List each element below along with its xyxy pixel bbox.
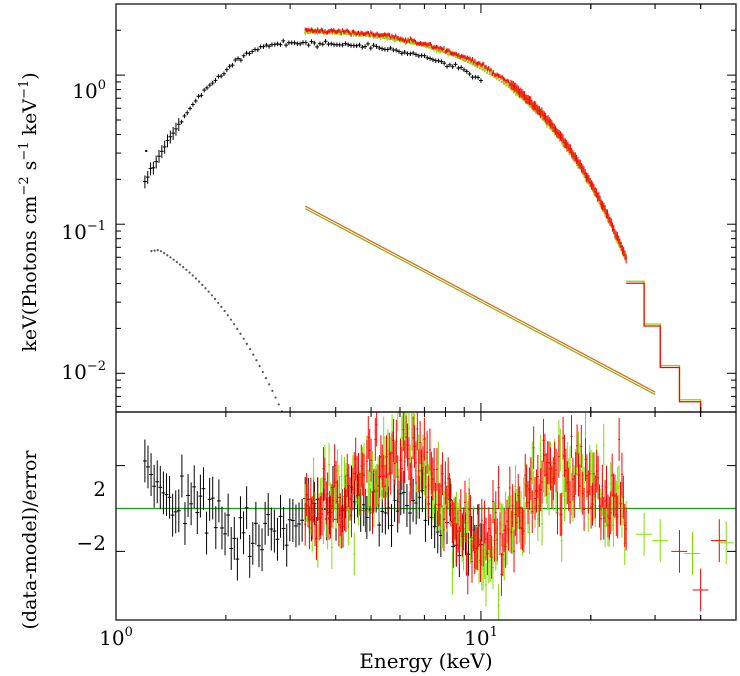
- thermal-component-point: [478, 67, 481, 70]
- soft-component-point: [150, 250, 153, 253]
- thermal-component-point: [476, 65, 479, 69]
- residual-ytick-label-2: 2: [93, 477, 106, 501]
- soft-component-point: [258, 364, 261, 368]
- soft-component-point: [175, 260, 178, 264]
- soft-component-point: [348, 611, 350, 613]
- spectrum-ticks: [115, 3, 737, 412]
- spectrum-panel: 100 10−1 10−2 keV(Photons cm−2 s−1 keV−1…: [17, 3, 737, 638]
- soft-component-point: [191, 274, 194, 277]
- soft-component-point: [217, 301, 220, 304]
- thermal-component-point: [481, 68, 484, 71]
- soft-component-point: [242, 337, 245, 340]
- soft-component-point: [351, 623, 353, 625]
- soft-component-point: [245, 342, 248, 345]
- soft-component-point: [201, 283, 204, 286]
- residual-y-axis-label: (data-model)/error: [19, 450, 41, 630]
- soft-component-point: [300, 457, 302, 459]
- soft-component-point: [210, 294, 213, 297]
- thermal-component-point: [469, 62, 472, 65]
- soft-component-point: [354, 636, 356, 638]
- soft-component-point: [163, 252, 166, 255]
- soft-component-point: [226, 314, 229, 317]
- soft-component-point: [287, 425, 289, 427]
- ytick-label-0.01: 10−2: [61, 359, 106, 384]
- soft-component-point: [153, 249, 156, 252]
- soft-component-point: [341, 587, 343, 589]
- residual-ticks: [115, 412, 737, 620]
- soft-component-point: [271, 389, 274, 392]
- spectrum-frame: [115, 3, 737, 413]
- powerlaw-line-red: [304, 205, 656, 393]
- spectrum-y-tick-labels: 100 10−1 10−2: [61, 78, 106, 384]
- red-step-model: [626, 282, 702, 412]
- soft-component-point: [178, 263, 182, 266]
- soft-component-point: [172, 258, 175, 261]
- soft-component-point: [182, 266, 185, 269]
- xtick-label-10: 101: [464, 625, 498, 650]
- soft-component-point: [169, 256, 172, 259]
- soft-component-point: [261, 370, 264, 374]
- soft-component-point: [268, 383, 271, 386]
- xtick-label-1: 100: [99, 625, 133, 650]
- soft-component-point: [156, 249, 159, 252]
- soft-component-point: [338, 575, 340, 577]
- soft-component-point: [220, 305, 223, 308]
- powerlaw-line-green: [304, 208, 656, 396]
- soft-component-point: [297, 449, 299, 451]
- x-axis-label: Energy (keV): [359, 649, 492, 673]
- soft-component-point: [329, 542, 331, 544]
- residual-plot-area: [116, 412, 736, 620]
- green-step-model: [626, 280, 702, 412]
- soft-component-point: [185, 268, 188, 271]
- black-data-point: [145, 149, 148, 153]
- soft-component-point: [194, 277, 198, 280]
- soft-component-point: [277, 403, 280, 406]
- thermal-component-point: [498, 79, 501, 82]
- soft-component-point: [207, 290, 210, 293]
- soft-component-point: [213, 297, 217, 301]
- soft-component-point: [290, 433, 292, 435]
- thermal-component-point: [488, 72, 491, 76]
- residual-panel: 2 −2 (data-model)/error 100 101 Energy (…: [19, 411, 737, 673]
- residual-ytick-label-minus2: −2: [77, 531, 106, 555]
- soft-component-point: [248, 348, 252, 351]
- soft-component-point: [166, 254, 169, 257]
- soft-component-point: [344, 598, 346, 600]
- thermal-component-point: [503, 82, 506, 85]
- soft-component-point: [159, 250, 163, 253]
- residual-frame: [115, 411, 737, 621]
- soft-component-point: [255, 359, 258, 362]
- soft-component-point: [335, 564, 337, 566]
- soft-component-point: [239, 332, 242, 335]
- soft-component-point: [229, 318, 233, 321]
- soft-component-point: [204, 287, 207, 290]
- ytick-label-0.1: 10−1: [61, 219, 106, 244]
- soft-component-point: [294, 441, 296, 443]
- soft-component-point: [223, 309, 226, 313]
- spectrum-y-axis-label: keV(Photons cm−2 s−1 keV−1): [17, 72, 41, 351]
- ytick-label-1: 100: [72, 78, 106, 103]
- soft-component-point: [198, 280, 201, 283]
- soft-component-point: [264, 376, 268, 380]
- soft-component-point: [303, 465, 305, 467]
- soft-component-point: [252, 353, 255, 356]
- soft-component-point: [188, 271, 191, 274]
- soft-component-point: [233, 323, 236, 326]
- soft-component-point: [274, 396, 277, 399]
- soft-component-point: [236, 327, 239, 330]
- spectrum-plot-area: [142, 27, 702, 638]
- soft-component-point: [284, 418, 286, 420]
